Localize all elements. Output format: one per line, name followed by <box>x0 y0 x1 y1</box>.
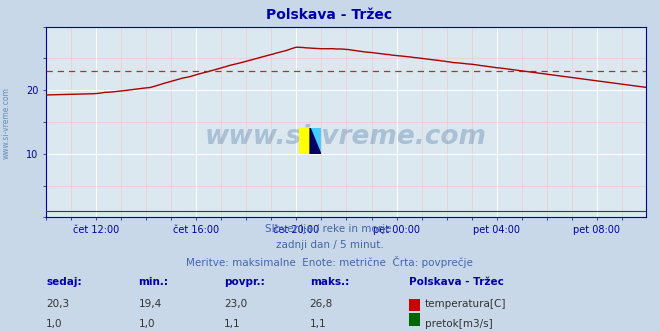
Text: Polskava - Tržec: Polskava - Tržec <box>266 8 393 22</box>
Text: pretok[m3/s]: pretok[m3/s] <box>425 319 493 329</box>
Text: Slovenija / reke in morje.: Slovenija / reke in morje. <box>264 224 395 234</box>
Text: Meritve: maksimalne  Enote: metrične  Črta: povprečje: Meritve: maksimalne Enote: metrične Črta… <box>186 256 473 268</box>
Text: zadnji dan / 5 minut.: zadnji dan / 5 minut. <box>275 240 384 250</box>
Text: Polskava - Tržec: Polskava - Tržec <box>409 277 503 287</box>
Text: 19,4: 19,4 <box>138 299 161 309</box>
Text: povpr.:: povpr.: <box>224 277 265 287</box>
Text: 1,0: 1,0 <box>138 319 155 329</box>
Text: temperatura[C]: temperatura[C] <box>425 299 507 309</box>
Text: min.:: min.: <box>138 277 169 287</box>
Text: www.si-vreme.com: www.si-vreme.com <box>2 87 11 159</box>
Text: www.si-vreme.com: www.si-vreme.com <box>205 124 487 150</box>
Text: 1,0: 1,0 <box>46 319 63 329</box>
Polygon shape <box>299 128 310 154</box>
Text: maks.:: maks.: <box>310 277 349 287</box>
Polygon shape <box>310 128 321 154</box>
Text: 1,1: 1,1 <box>224 319 241 329</box>
Polygon shape <box>310 128 321 154</box>
Text: 1,1: 1,1 <box>310 319 326 329</box>
Text: sedaj:: sedaj: <box>46 277 82 287</box>
Text: 26,8: 26,8 <box>310 299 333 309</box>
Text: 20,3: 20,3 <box>46 299 69 309</box>
Text: 23,0: 23,0 <box>224 299 247 309</box>
